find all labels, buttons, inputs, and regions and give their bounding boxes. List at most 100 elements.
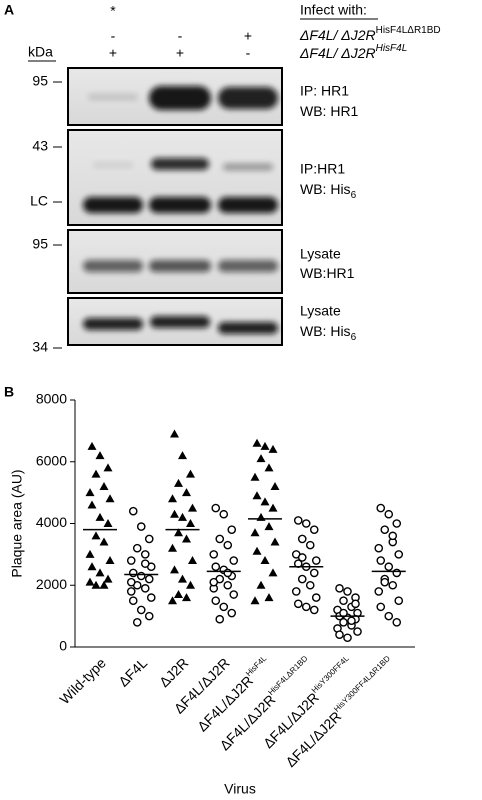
- blot-label-main: WB: His: [300, 323, 351, 339]
- circle-point: [297, 534, 307, 544]
- band: [150, 316, 210, 328]
- y-axis-title: Plaque area (AU): [9, 469, 25, 577]
- circle-point: [392, 568, 402, 578]
- circle-point: [351, 599, 360, 609]
- circle-point: [291, 587, 301, 596]
- blot-label: WB: His6: [300, 181, 357, 201]
- row-name-sup: HisF4L: [376, 43, 408, 54]
- lane-sign: +: [109, 45, 117, 61]
- x-tick-label: ΔF4L: [115, 654, 150, 689]
- lane-sign: -: [178, 28, 183, 44]
- blot-label-main: WB:HR1: [300, 265, 355, 281]
- circle-point: [347, 616, 356, 626]
- circle-point: [128, 506, 138, 516]
- blot-label: Lysate: [300, 246, 341, 262]
- band: [218, 322, 278, 334]
- circle-point: [384, 611, 394, 621]
- blot-frame: [67, 229, 283, 294]
- circle-point: [392, 618, 402, 627]
- triangle-point: [99, 580, 109, 589]
- triangle-point: [178, 574, 187, 583]
- triangle-point: [256, 580, 266, 589]
- triangle-point: [270, 537, 280, 546]
- y-tick-label: 4000: [36, 514, 67, 530]
- triangle-point: [256, 454, 266, 463]
- blot-label-sub: 6: [351, 190, 357, 201]
- circle-point: [374, 543, 384, 553]
- circle-point: [146, 593, 156, 602]
- triangle-point: [91, 531, 101, 540]
- size-marker: 95: [32, 73, 48, 89]
- circle-point: [211, 596, 221, 605]
- circle-point: [309, 568, 319, 578]
- circle-point: [301, 602, 311, 612]
- band: [218, 260, 278, 272]
- x-tick-label-sup: HisF4L: [244, 654, 269, 679]
- band: [149, 197, 211, 213]
- triangle-point: [270, 481, 280, 490]
- triangle-point: [256, 512, 266, 521]
- triangle-point: [85, 488, 95, 497]
- circle-point: [309, 605, 319, 615]
- lane-sign: -: [246, 45, 251, 61]
- triangle-point: [182, 593, 191, 602]
- circle-point: [394, 596, 404, 605]
- triangle-point: [105, 556, 115, 565]
- triangle-point: [188, 503, 197, 512]
- circle-point: [305, 580, 315, 590]
- triangle-point: [178, 451, 187, 460]
- y-tick-label: 6000: [36, 452, 67, 468]
- blot-label: Lysate: [300, 303, 341, 319]
- circle-point: [394, 550, 404, 559]
- y-tick-label: 0: [59, 638, 67, 654]
- blot-label: IP:HR1: [300, 161, 345, 177]
- triangle-point: [170, 429, 179, 438]
- triangle-point: [85, 577, 95, 586]
- triangle-point: [182, 488, 191, 497]
- triangle-point: [174, 478, 183, 487]
- triangle-point: [174, 528, 183, 537]
- circle-point: [126, 587, 136, 596]
- band: [151, 158, 209, 170]
- triangle-point: [268, 444, 278, 453]
- band: [83, 318, 143, 330]
- circle-point: [339, 618, 348, 627]
- band: [83, 260, 143, 272]
- triangle-point: [186, 519, 195, 527]
- triangle-point: [168, 596, 177, 605]
- row-name-sup: HisF4LΔR1BD: [376, 25, 441, 36]
- circle-point: [140, 584, 150, 593]
- lane-sign: -: [111, 28, 116, 44]
- blot-label-main: WB: His: [300, 181, 351, 197]
- circle-point: [223, 568, 233, 578]
- circle-point: [384, 562, 394, 572]
- blot-frame: [67, 129, 283, 226]
- circle-point: [305, 540, 315, 550]
- blot-label-main: WB: HR1: [300, 103, 359, 119]
- circle-point: [126, 556, 136, 565]
- triangle-point: [168, 494, 177, 503]
- circle-point: [380, 577, 390, 587]
- triangle-point: [95, 568, 105, 577]
- lane-sign: +: [244, 28, 252, 44]
- triangle-point: [252, 491, 262, 500]
- x-tick-label-sup: HisF4LΔR1BD: [266, 654, 309, 697]
- circle-point: [376, 602, 386, 612]
- circle-point: [335, 584, 344, 593]
- triangle-point: [99, 537, 109, 546]
- lane-sign: +: [176, 45, 184, 61]
- triangle-point: [95, 512, 105, 521]
- band: [223, 163, 273, 171]
- circle-point: [229, 556, 239, 565]
- y-tick-label: 2000: [36, 576, 67, 592]
- circle-point: [388, 531, 398, 541]
- circle-point: [219, 602, 229, 612]
- blot-label: WB:HR1: [300, 265, 355, 281]
- triangle-point: [264, 522, 274, 531]
- circle-point: [392, 519, 402, 528]
- circle-point: [128, 568, 138, 578]
- circle-point: [128, 596, 138, 605]
- circle-point: [311, 556, 321, 565]
- panel-label: A: [4, 2, 14, 18]
- circle-point: [144, 534, 154, 544]
